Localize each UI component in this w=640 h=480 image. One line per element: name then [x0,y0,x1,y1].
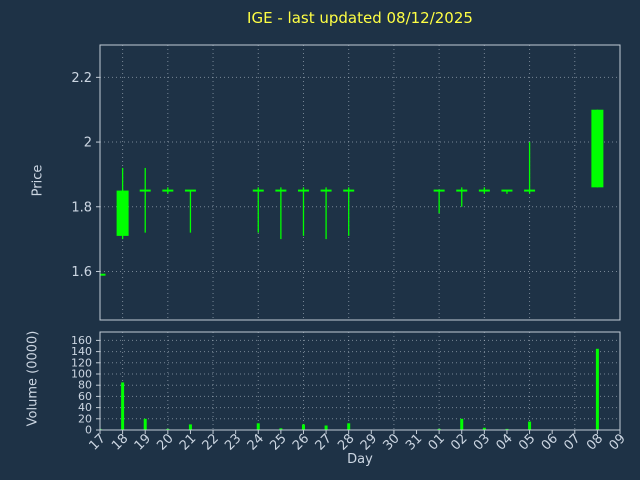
x-axis-label: Day [347,452,373,467]
candle-body [116,190,129,236]
x-tick-label: 08 [584,431,606,453]
volume-bar [301,424,305,430]
volume-tick-label: 120 [71,356,92,369]
x-tick-label: 31 [403,431,425,453]
x-tick-label: 19 [132,431,154,453]
volume-bar [256,423,260,430]
volume-bar [279,428,283,430]
volume-tick-label: 20 [78,412,92,425]
x-tick-label: 27 [313,431,335,453]
volume-bar [482,427,486,430]
volume-bar [505,428,509,430]
volume-bar [166,428,170,430]
x-tick-label: 06 [539,431,561,453]
price-tick-label: 2.2 [71,71,92,86]
volume-tick-label: 60 [78,390,92,403]
price-tick-label: 2 [84,136,92,151]
volume-bar [437,428,441,430]
x-tick-label: 28 [335,431,357,453]
x-tick-label: 03 [471,431,493,453]
x-tick-label: 25 [267,431,289,453]
volume-tick-label: 160 [71,334,92,347]
x-tick-label: 29 [358,431,380,453]
volume-bar [324,425,328,430]
x-tick-label: 02 [448,431,470,453]
volume-tick-label: 0 [85,424,92,437]
volume-tick-label: 100 [71,368,92,381]
price-series [100,109,604,276]
volume-bar [121,382,125,430]
price-tick-label: 1.8 [71,200,92,215]
volume-bar [188,424,192,430]
volume-tick-label: 140 [71,345,92,358]
x-tick-label: 21 [177,431,199,453]
x-tick-label: 05 [516,431,538,453]
x-tick-label: 04 [493,431,515,453]
x-tick-label: 07 [561,431,583,453]
volume-series [100,348,599,430]
x-tick-label: 26 [290,431,312,453]
volume-panel-frame [99,331,621,431]
volume-bar [347,423,351,430]
x-tick-label: 23 [222,431,244,453]
candle-body [591,109,604,188]
volume-tick-label: 80 [78,379,92,392]
chart-title: IGE - last updated 08/12/2025 [247,9,473,27]
volume-bar [143,418,147,430]
x-tick-label: 18 [109,431,131,453]
price-panel-frame [99,44,621,321]
price-tick-label: 1.6 [71,265,92,280]
x-tick-label: 09 [607,431,629,453]
volume-bar [100,428,102,430]
x-tick-label: 22 [200,431,222,453]
volume-bar [528,421,532,430]
volume-bar [595,348,599,430]
volume-bar [460,418,464,430]
x-tick-label: 20 [154,431,176,453]
x-tick-label: 24 [245,431,267,453]
volume-tick-label: 40 [78,401,92,414]
x-tick-label: 30 [380,431,402,453]
x-tick-label: 01 [426,431,448,453]
